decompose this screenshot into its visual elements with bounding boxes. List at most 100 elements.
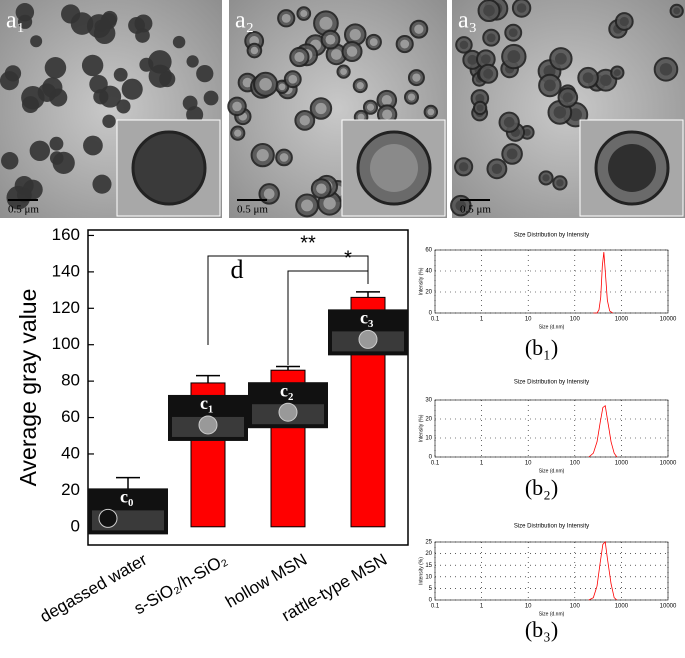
y-tick-label: 10 — [425, 436, 432, 442]
particle-core — [357, 113, 365, 121]
particle — [17, 14, 33, 29]
x-tick-label: 1 — [480, 317, 484, 323]
particle-core — [542, 174, 550, 182]
particle-core — [323, 197, 336, 210]
y-tick-label: 10 — [425, 574, 432, 580]
particle-core — [366, 103, 375, 111]
significance-bracket — [207, 255, 369, 345]
particle-core — [288, 74, 298, 84]
size-distribution-line — [588, 404, 618, 458]
ultrasound-sample — [198, 415, 218, 435]
particle-core — [427, 108, 435, 116]
y-tick-label: 40 — [425, 269, 432, 275]
particle-core — [523, 128, 531, 136]
particle — [102, 114, 116, 128]
error-bar — [116, 476, 140, 491]
particle-core — [331, 49, 342, 60]
y-tick-label: 20 — [61, 480, 80, 499]
ultrasound-sample — [98, 508, 118, 528]
plot-frame — [434, 399, 669, 458]
x-tick-label: 100 — [570, 317, 581, 323]
inset-particle — [131, 130, 207, 206]
particle-core — [543, 79, 556, 92]
particle-core — [458, 162, 469, 172]
particle — [203, 90, 219, 106]
particle-core — [412, 73, 421, 82]
x-tick-label: degassed water — [37, 550, 151, 627]
particle-core — [582, 72, 594, 84]
y-tick-label: 0 — [429, 311, 433, 317]
particle-core — [281, 13, 291, 23]
particle-core — [315, 102, 327, 115]
x-tick-label: 1 — [480, 461, 484, 467]
particle-core — [486, 33, 496, 43]
x-tick-label: 0.1 — [431, 604, 440, 610]
particle-core — [278, 83, 286, 91]
y-tick-label: 40 — [61, 443, 80, 462]
y-tick-label: 0 — [429, 455, 433, 461]
particle — [61, 4, 81, 24]
particle-core — [316, 183, 327, 194]
x-tick-label: 10000 — [660, 317, 677, 323]
particle-core — [508, 28, 518, 38]
particle — [121, 78, 143, 100]
particle-core — [516, 3, 527, 13]
particle-core — [407, 93, 416, 101]
y-tick-label: 60 — [425, 248, 432, 254]
particle-core — [475, 93, 485, 103]
x-axis-label: Size (d.nm) — [539, 324, 565, 330]
particle-core — [480, 54, 491, 65]
x-tick-label: 1000 — [615, 604, 629, 610]
particle-core — [556, 179, 564, 187]
particle — [83, 135, 103, 156]
y-axis-label: Intensity (%) — [418, 414, 424, 442]
scale-bar-label: 0.5 μm — [8, 204, 39, 216]
particle — [1, 152, 19, 170]
x-tick-label: 1000 — [615, 317, 629, 323]
x-tick-label: 10000 — [660, 461, 677, 467]
inset-label: c₀ — [120, 487, 133, 507]
ultrasound-sample — [278, 402, 298, 422]
particle — [30, 35, 43, 48]
y-axis-label: Intensity (%) — [418, 267, 424, 295]
y-tick-label: 60 — [61, 407, 80, 426]
particle — [42, 77, 63, 98]
particle-core — [234, 129, 242, 137]
particle-core — [673, 7, 681, 15]
x-axis-label: Size (d.nm) — [539, 468, 565, 474]
particle-core — [503, 116, 515, 128]
particle-core — [659, 63, 673, 76]
x-tick-label: 1000 — [615, 461, 629, 467]
particle-core — [356, 82, 364, 90]
scale-bar-label: 0.5 μm — [460, 204, 491, 216]
particle-core — [382, 109, 393, 120]
particle-core — [600, 74, 612, 86]
significance-bracket — [287, 270, 369, 365]
x-tick-label: 10 — [525, 604, 532, 610]
panel-label: d — [231, 255, 244, 284]
particle-core — [232, 101, 242, 112]
particle — [49, 136, 64, 151]
x-tick-label: 100 — [570, 461, 581, 467]
particle-core — [256, 149, 269, 162]
particle-core — [483, 4, 495, 17]
particle-core — [483, 68, 494, 79]
x-tick-label: 100 — [570, 604, 581, 610]
x-tick-label: 0.1 — [431, 461, 440, 467]
particle-core — [349, 28, 361, 41]
particle-core — [340, 68, 347, 75]
inset-label: c₂ — [280, 380, 293, 400]
particle — [116, 99, 131, 114]
y-tick-label: 100 — [52, 334, 80, 353]
particle-core — [319, 16, 333, 30]
particle-core — [346, 46, 358, 57]
x-tick-label: 10000 — [660, 604, 677, 610]
particle-core — [506, 148, 518, 160]
y-axis-label: Intensity (%) — [418, 557, 424, 585]
y-tick-label: 160 — [52, 225, 80, 244]
particle-core — [299, 115, 310, 126]
chart-title: Size Distribution by Intensity — [514, 233, 589, 239]
error-bar — [356, 291, 380, 298]
